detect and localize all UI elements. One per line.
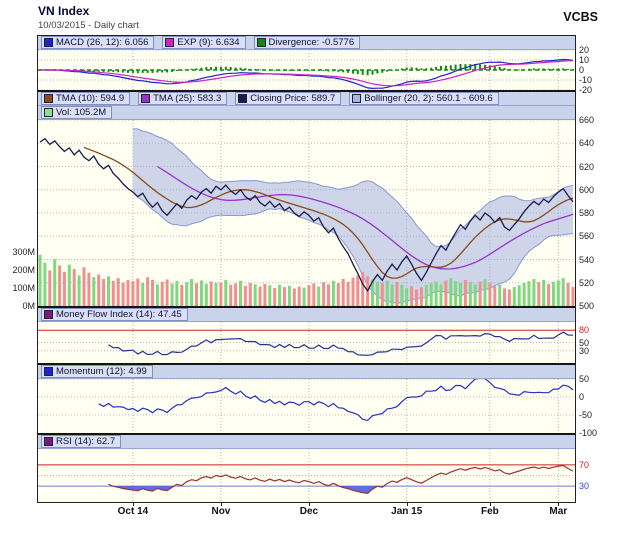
legend-label-bollinger: Bollinger (20, 2): 560.1 - 609.6 [364, 93, 493, 104]
x-axis-tick [558, 502, 560, 506]
y-axis-label: 520 [579, 277, 595, 288]
rsi-legend-bar: RSI (14): 62.7 [38, 435, 575, 449]
y-axis-label: 600 [579, 184, 595, 195]
x-axis-label: Dec [299, 506, 319, 517]
y-axis-label: 30 [579, 345, 590, 356]
y-axis-label: 620 [579, 161, 595, 172]
y-axis-label: -50 [579, 410, 593, 420]
mfi-plot [38, 322, 575, 363]
legend-item-closing-price: Closing Price: 589.7 [235, 92, 342, 105]
divergence-series-swatch-icon [256, 38, 266, 47]
y-axis-label: -20 [579, 85, 593, 95]
macd-legend-bar: MACD (26, 12): 6.056 EXP (9): 6.634 Dive… [38, 36, 575, 50]
y-axis-label: 660 [579, 115, 595, 125]
tma25-series-swatch-icon [141, 94, 151, 103]
legend-label-rsi: RSI (14): 62.7 [56, 436, 116, 447]
legend-item-momentum: Momentum (12): 4.99 [41, 365, 153, 378]
momentum-legend-bar: Momentum (12): 4.99 [38, 365, 575, 379]
rsi-plot [38, 449, 575, 502]
volume-axis-label: 0M [22, 301, 35, 311]
y-axis-label: 70 [579, 459, 590, 470]
volume-axis-label: 200M [12, 265, 35, 275]
momentum-plot [38, 379, 575, 433]
legend-label-momentum: Momentum (12): 4.99 [56, 366, 147, 377]
legend-item-tma25: TMA (25): 583.3 [138, 92, 228, 105]
legend-label-closing-price: Closing Price: 589.7 [250, 93, 336, 104]
tma10-series-swatch-icon [44, 94, 53, 103]
panel-divider [38, 306, 575, 308]
chart-title: VN Index [38, 4, 90, 18]
volume-legend-bar: Vol: 105.2M [38, 106, 575, 120]
legend-label-vol: Vol: 105.2M [56, 107, 107, 118]
legend-item-rsi: RSI (14): 62.7 [41, 435, 122, 448]
x-axis-tick [308, 502, 310, 506]
x-axis-label: Jan 15 [391, 506, 423, 517]
y-axis-label: 50 [579, 374, 590, 384]
momentum-series-swatch-icon [44, 367, 53, 376]
x-axis-label: Feb [480, 506, 499, 517]
y-axis-label: 50 [579, 337, 590, 348]
legend-label-exp: EXP (9): 6.634 [177, 37, 240, 48]
panel-divider [38, 90, 575, 92]
mfi-series-swatch-icon [44, 310, 53, 319]
panel-divider [38, 363, 575, 365]
y-axis-label: 0 [579, 65, 585, 75]
legend-item-bollinger: Bollinger (20, 2): 560.1 - 609.6 [349, 92, 499, 105]
volume-swatch-icon [44, 108, 53, 117]
legend-item-mfi: Money Flow Index (14): 47.45 [41, 308, 188, 321]
y-axis-label: 20 [579, 45, 590, 55]
price-plot [38, 120, 575, 306]
x-axis-label: Nov [211, 506, 231, 517]
y-axis-label: 580 [579, 208, 595, 218]
y-axis-label: -100 [579, 428, 598, 438]
y-axis-label: 10 [579, 55, 590, 65]
y-axis-label: 560 [579, 231, 595, 242]
x-axis-tick [489, 502, 491, 506]
legend-item-vol: Vol: 105.2M [41, 106, 113, 119]
macd-plot [38, 50, 575, 90]
y-axis-label: 640 [579, 138, 595, 149]
legend-label-mfi: Money Flow Index (14): 47.45 [56, 309, 182, 320]
legend-item-exp: EXP (9): 6.634 [162, 36, 246, 49]
x-axis-tick [220, 502, 222, 506]
x-axis-label: Oct 14 [117, 506, 149, 517]
volume-axis-label: 300M [12, 247, 35, 257]
legend-label-divergence: Divergence: -0.5776 [268, 37, 355, 48]
rsi-series-swatch-icon [44, 437, 53, 446]
legend-item-divergence: Divergence: -0.5776 [253, 36, 361, 49]
price-legend-bar: TMA (10): 594.9 TMA (25): 583.3 Closing … [38, 92, 575, 106]
legend-label-macd: MACD (26, 12): 6.056 [56, 37, 149, 48]
chart-subtitle: 10/03/2015 - Daily chart [38, 20, 139, 31]
y-axis-label: 540 [579, 254, 595, 265]
legend-label-tma25: TMA (25): 583.3 [153, 93, 222, 104]
macd-series-swatch-icon [44, 38, 53, 47]
y-axis-label: 500 [579, 301, 595, 311]
brand-label: VCBS [563, 10, 598, 24]
closing-price-swatch-icon [238, 94, 248, 103]
volume-axis-label: 100M [12, 283, 35, 293]
y-axis-label: 30 [579, 481, 590, 492]
x-axis-tick [132, 502, 134, 506]
mfi-legend-bar: Money Flow Index (14): 47.45 [38, 308, 575, 322]
y-axis-label: 0 [579, 392, 585, 402]
legend-item-macd: MACD (26, 12): 6.056 [41, 36, 155, 49]
y-axis-label: 80 [579, 325, 590, 336]
panel-divider [38, 433, 575, 435]
bollinger-swatch-icon [352, 94, 362, 103]
x-axis-label: Mar [549, 506, 568, 517]
legend-label-tma10: TMA (10): 594.9 [56, 93, 125, 104]
x-axis-tick [406, 502, 408, 506]
legend-item-tma10: TMA (10): 594.9 [41, 92, 131, 105]
exp-series-swatch-icon [165, 38, 175, 47]
y-axis-label: -10 [579, 75, 593, 85]
